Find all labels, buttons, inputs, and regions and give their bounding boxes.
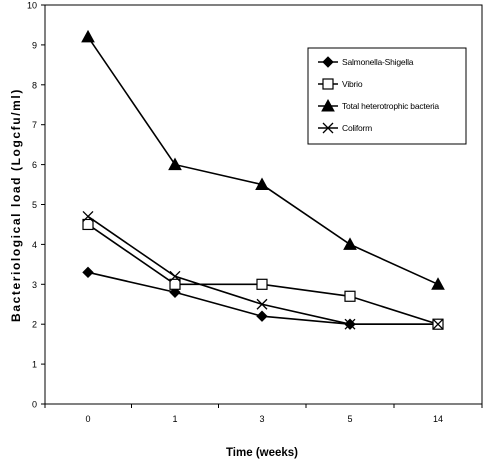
y-tick-label: 9 xyxy=(32,40,37,50)
x-tick-label: 0 xyxy=(85,414,90,424)
x-tick-labels: 0 1 3 5 14 xyxy=(85,414,443,424)
data-point-total-heterotrophic-bacteria xyxy=(255,177,269,191)
legend-marker xyxy=(322,122,334,134)
x-tick-label: 5 xyxy=(347,414,352,424)
data-point-total-heterotrophic-bacteria xyxy=(431,277,445,290)
data-point-coliform xyxy=(82,211,94,222)
y-tick-label: 3 xyxy=(32,280,37,290)
data-point-salmonella-shigella xyxy=(82,266,94,279)
data-point-total-heterotrophic-bacteria xyxy=(168,157,182,171)
legend-marker xyxy=(321,98,335,112)
y-tick-label: 8 xyxy=(32,80,37,90)
x-tick-label: 14 xyxy=(433,414,443,424)
y-tick-label: 4 xyxy=(32,240,37,250)
y-tick-label: 2 xyxy=(32,320,37,330)
y-tick-label: 0 xyxy=(32,400,37,410)
legend-label: Vibrio xyxy=(342,79,363,89)
y-tick-label: 5 xyxy=(32,200,37,210)
axes xyxy=(41,4,483,408)
data-point-salmonella-shigella xyxy=(256,310,268,322)
y-tick-label: 7 xyxy=(32,120,37,130)
y-axis-title: Bacteriological load (Logcfu/ml) xyxy=(9,88,23,322)
legend-item-coliform: Coliform xyxy=(318,122,372,134)
data-point-coliform xyxy=(432,318,444,330)
legend-item-salmonella-shigella: Salmonella-Shigella xyxy=(318,56,414,68)
legend-label: Coliform xyxy=(342,123,372,133)
legend-label: Salmonella-Shigella xyxy=(342,57,414,67)
data-point-total-heterotrophic-bacteria xyxy=(81,29,95,43)
data-point-vibrio xyxy=(256,278,268,290)
y-tick-labels: 0 1 2 3 4 5 6 7 8 9 10 xyxy=(27,1,37,410)
series-line-vibrio xyxy=(87,223,439,325)
legend-marker xyxy=(322,56,334,68)
data-point-vibrio xyxy=(82,218,94,231)
legend-label: Total heterotrophic bacteria xyxy=(342,101,439,111)
data-point-coliform xyxy=(169,270,181,282)
x-tick-label: 1 xyxy=(172,414,177,424)
data-point-total-heterotrophic-bacteria xyxy=(343,237,357,250)
y-tick-label: 1 xyxy=(32,360,37,370)
legend: Salmonella-Shigella Vibrio Total heterotro… xyxy=(307,47,467,145)
data-point-vibrio xyxy=(169,278,181,290)
y-tick-label: 6 xyxy=(32,160,37,170)
data-point-coliform xyxy=(256,298,268,310)
y-tick-label: 10 xyxy=(27,1,37,11)
legend-item-total-heterotrophic-bacteria: Total heterotrophic bacteria xyxy=(318,98,440,112)
x-tick-label: 3 xyxy=(259,414,264,424)
x-axis-title: Time (weeks) xyxy=(226,447,298,459)
legend-item-vibrio: Vibrio xyxy=(318,78,363,90)
data-point-vibrio xyxy=(344,290,356,302)
legend-marker xyxy=(322,78,334,90)
data-point-coliform xyxy=(344,318,356,330)
series-markers xyxy=(81,29,445,330)
